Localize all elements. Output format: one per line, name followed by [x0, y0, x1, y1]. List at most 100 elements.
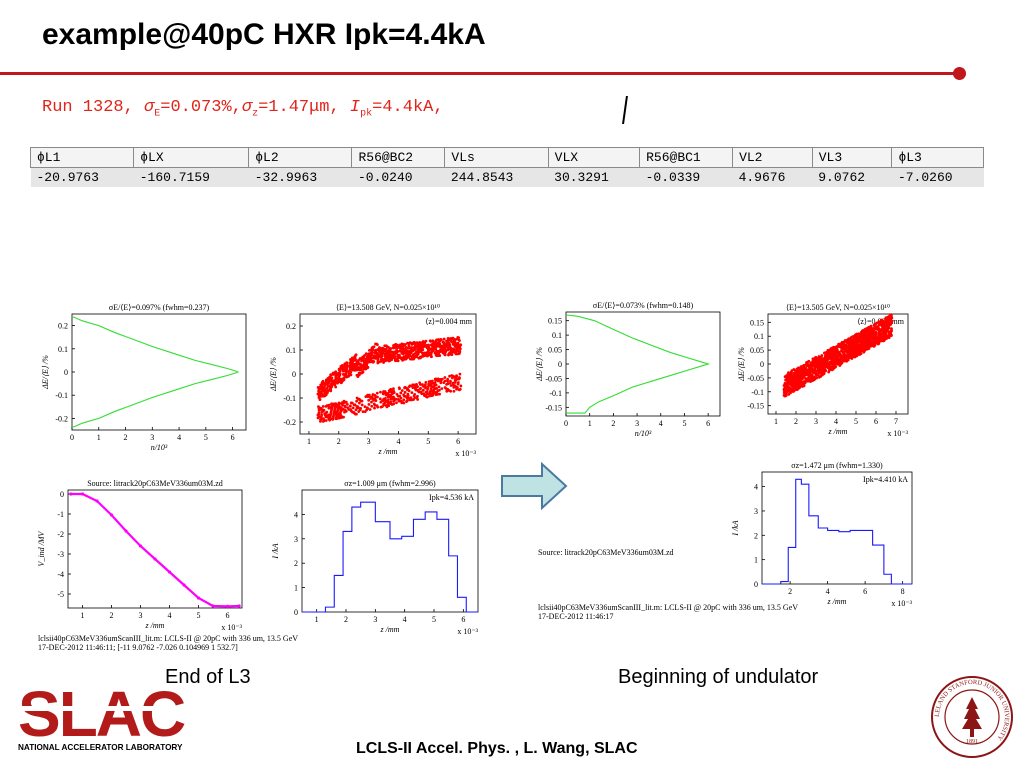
x-tick-label: 4	[834, 417, 838, 426]
y-tick-label: -0.1	[549, 389, 562, 398]
x-axis-label: n/10³	[635, 429, 652, 438]
x-tick-label: 4	[168, 611, 172, 620]
x-tick-label: 5	[426, 437, 430, 446]
param-header-9: ϕL3	[891, 147, 984, 168]
y-tick-label: 0.05	[750, 346, 764, 355]
y-axis-label: I /kA	[271, 543, 280, 559]
x-tick-label: 6	[874, 417, 878, 426]
plot-title: Source: litrack20pC63MeV336um03M.zd	[87, 479, 223, 488]
right-plot-footer: lclsii40pC63MeV336umScanIII_lit.m: LCLS-…	[538, 603, 799, 621]
param-header-3: R56@BC2	[351, 147, 446, 168]
param-value-3: -0.0240	[351, 167, 445, 187]
y-tick-label: 4	[754, 483, 758, 492]
svg-text:1891: 1891	[966, 739, 978, 745]
plot-frame	[565, 311, 721, 417]
plot-frame	[761, 471, 913, 585]
y-tick-label: 0.1	[286, 346, 296, 355]
x-tick-label: 2	[344, 615, 348, 624]
param-value-7: 4.9676	[732, 167, 813, 187]
param-header-0: ϕL1	[29, 147, 135, 168]
param-value-4: 244.8543	[444, 167, 549, 187]
x-tick-label: 1	[588, 419, 592, 428]
y-tick-label: 0	[754, 580, 758, 589]
x-exponent-label: x 10⁻³	[887, 429, 908, 438]
scatter-points	[782, 313, 894, 398]
y-axis-label: ΔE/⟨E⟩ /%	[535, 347, 544, 382]
param-value-0: -20.9763	[30, 167, 134, 187]
run-summary: Run 1328, σE=0.073%,σz=1.47μm, Ipk=4.4kA…	[42, 98, 444, 120]
y-tick-label: 0.15	[750, 318, 764, 327]
plot-frame	[67, 489, 243, 609]
plot-frame	[301, 489, 479, 613]
y-tick-label: 0.05	[548, 346, 562, 355]
chart-current-profile-l3: σz=1.009 μm (fwhm=2.996) 1 2 3 4 5 6 0 1 2 3 4 z /mm…	[264, 472, 482, 642]
x-tick-label: 5	[854, 417, 858, 426]
series-point	[80, 492, 85, 496]
stanford-seal-icon: LELAND STANFORD JUNIOR UNIVERSITY 1891	[930, 675, 1014, 764]
chart-wakefield-voltage: Source: litrack20pC63MeV336um03M.zd 1 2 3 4 5…	[28, 472, 250, 640]
slac-logo: SLAC NATIONAL ACCELERATOR LABORATORY	[18, 678, 198, 759]
left-plot-footer: lclsii40pC63MeV336umScanIII_lit.m: LCLS-…	[38, 634, 299, 652]
x-tick-label: 1	[97, 433, 101, 442]
x-tick-label: 0	[70, 433, 74, 442]
param-value-6: -0.0339	[639, 167, 733, 187]
x-axis-label: z /mm	[145, 621, 165, 630]
y-tick-label: 0.15	[548, 317, 562, 326]
y-tick-label: -0.1	[751, 388, 764, 397]
plot-title: σz=1.009 μm (fwhm=2.996)	[344, 479, 436, 488]
series-line	[565, 314, 711, 414]
x-tick-label: 4	[177, 433, 181, 442]
param-header-8: VL3	[811, 147, 893, 168]
x-tick-label: 1	[81, 611, 85, 620]
x-tick-label: 6	[863, 587, 867, 596]
plot-title: σz=1.472 μm (fwhm=1.330)	[791, 461, 883, 470]
x-axis-label: z /mm	[827, 597, 847, 606]
plot-annotation: ⟨z⟩=0.004 mm	[425, 317, 473, 326]
right-source-note: Source: litrack20pC63MeV336um03M.zd	[538, 548, 674, 557]
x-exponent-label: x 10⁻³	[891, 599, 912, 608]
slac-logo-subtitle: NATIONAL ACCELERATOR LABORATORY	[18, 743, 183, 752]
x-tick-label: 2	[110, 611, 114, 620]
y-tick-label: 0.1	[58, 345, 68, 354]
x-tick-label: 5	[197, 611, 201, 620]
x-tick-label: 6	[461, 615, 465, 624]
y-tick-label: -0.1	[55, 391, 68, 400]
series-point	[124, 529, 128, 533]
plot-title: ⟨E⟩=13.505 GeV, N=0.025×10¹⁰	[786, 303, 890, 312]
param-value-8: 9.0762	[812, 167, 892, 187]
x-tick-label: 1	[307, 437, 311, 446]
param-header-5: VLX	[547, 147, 641, 168]
x-tick-label: 5	[682, 419, 686, 428]
y-tick-label: 0	[292, 370, 296, 379]
x-tick-label: 4	[396, 437, 400, 446]
plot-frame	[71, 313, 247, 431]
x-tick-label: 3	[373, 615, 377, 624]
x-exponent-label: x 10⁻³	[221, 623, 242, 632]
series-line	[302, 501, 478, 613]
param-header-6: R56@BC1	[639, 147, 734, 168]
series-point	[225, 604, 230, 608]
plot-annotation: Ipk=4.536 kA	[429, 493, 474, 502]
y-tick-label: 3	[294, 535, 298, 544]
title-rule-dot	[953, 67, 966, 80]
y-tick-label: 2	[754, 531, 758, 540]
x-tick-label: 6	[226, 611, 230, 620]
y-tick-label: 0.2	[58, 322, 68, 331]
series-point	[138, 544, 143, 548]
y-axis-label: ΔE/⟨E⟩ /%	[41, 355, 50, 390]
y-tick-label: 0.1	[754, 332, 764, 341]
series-point	[69, 492, 73, 496]
parameter-table: ϕL1 ϕLX ϕL2 R56@BC2 VLs VLX R56@BC1 VL2 VL3 ϕL3 -…	[29, 147, 984, 187]
param-value-1: -160.7159	[133, 167, 249, 187]
chart-phase-space-l3: ⟨E⟩=13.508 GeV, N=0.025×10¹⁰ 1 2 3 4 5 6 -0.2 -0…	[262, 292, 482, 464]
x-tick-label: 2	[788, 587, 792, 596]
x-exponent-label: x 10⁻³	[455, 449, 476, 458]
x-tick-label: 4	[403, 615, 407, 624]
y-axis-label: ΔE/⟨E⟩ /%	[269, 357, 278, 392]
y-tick-label: 4	[294, 510, 298, 519]
x-axis-label: z /mm	[380, 625, 400, 634]
x-axis-label: z /mm	[828, 427, 848, 436]
param-header-7: VL2	[732, 147, 813, 168]
chart-energy-histogram-undulator: σE/⟨E⟩=0.073% (fwhm=0.148) 0 1 2 3 4 5 6 -0.15 -0…	[532, 292, 732, 442]
chart-phase-space-undulator: ⟨E⟩=13.505 GeV, N=0.025×10¹⁰ 1 2 3 4 5 6 7 -0.15…	[734, 292, 924, 450]
